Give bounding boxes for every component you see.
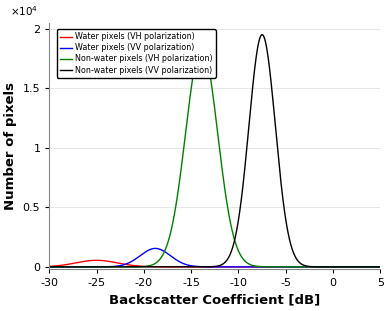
Water pixels (VV polarization) <box>372 265 376 269</box>
Non-water pixels (VH polarization) <box>85 265 90 269</box>
Non-water pixels (VV polarization) <box>260 33 265 36</box>
Non-water pixels (VH polarization) <box>188 91 193 94</box>
Line: Non-water pixels (VH polarization): Non-water pixels (VH polarization) <box>49 47 380 267</box>
Non-water pixels (VV polarization) <box>336 265 341 269</box>
Non-water pixels (VV polarization) <box>188 265 193 269</box>
Text: $\times 10^4$: $\times 10^4$ <box>10 4 38 18</box>
Non-water pixels (VV polarization) <box>47 265 52 269</box>
Water pixels (VV polarization) <box>85 265 90 269</box>
Line: Water pixels (VV polarization): Water pixels (VV polarization) <box>49 248 380 267</box>
Water pixels (VV polarization) <box>378 265 383 269</box>
Non-water pixels (VV polarization) <box>104 265 109 269</box>
Non-water pixels (VH polarization) <box>174 201 178 205</box>
Legend: Water pixels (VH polarization), Water pixels (VV polarization), Non-water pixels: Water pixels (VH polarization), Water pi… <box>57 29 216 78</box>
Non-water pixels (VH polarization) <box>372 265 376 269</box>
Water pixels (VV polarization) <box>336 265 341 269</box>
Non-water pixels (VV polarization) <box>372 265 376 269</box>
Non-water pixels (VV polarization) <box>174 265 178 269</box>
Non-water pixels (VH polarization) <box>104 265 109 269</box>
Non-water pixels (VV polarization) <box>378 265 383 269</box>
Water pixels (VH polarization) <box>85 259 90 263</box>
Non-water pixels (VH polarization) <box>199 45 204 49</box>
Line: Non-water pixels (VV polarization): Non-water pixels (VV polarization) <box>49 35 380 267</box>
Non-water pixels (VH polarization) <box>336 265 341 269</box>
Non-water pixels (VV polarization) <box>85 265 90 269</box>
Water pixels (VH polarization) <box>189 265 193 269</box>
Water pixels (VV polarization) <box>47 265 52 269</box>
Water pixels (VV polarization) <box>153 247 158 250</box>
Water pixels (VH polarization) <box>174 265 179 269</box>
Non-water pixels (VH polarization) <box>47 265 52 269</box>
Water pixels (VH polarization) <box>336 265 341 269</box>
Line: Water pixels (VH polarization): Water pixels (VH polarization) <box>49 260 380 267</box>
Water pixels (VV polarization) <box>104 265 109 269</box>
Water pixels (VH polarization) <box>372 265 376 269</box>
Water pixels (VH polarization) <box>378 265 383 269</box>
Water pixels (VH polarization) <box>104 259 109 263</box>
Water pixels (VH polarization) <box>94 258 99 262</box>
Non-water pixels (VH polarization) <box>378 265 383 269</box>
Water pixels (VV polarization) <box>189 264 193 267</box>
Y-axis label: Number of pixels: Number of pixels <box>4 82 17 210</box>
Water pixels (VH polarization) <box>47 265 52 268</box>
X-axis label: Backscatter Coefficient [dB]: Backscatter Coefficient [dB] <box>109 294 320 307</box>
Water pixels (VV polarization) <box>174 258 179 262</box>
